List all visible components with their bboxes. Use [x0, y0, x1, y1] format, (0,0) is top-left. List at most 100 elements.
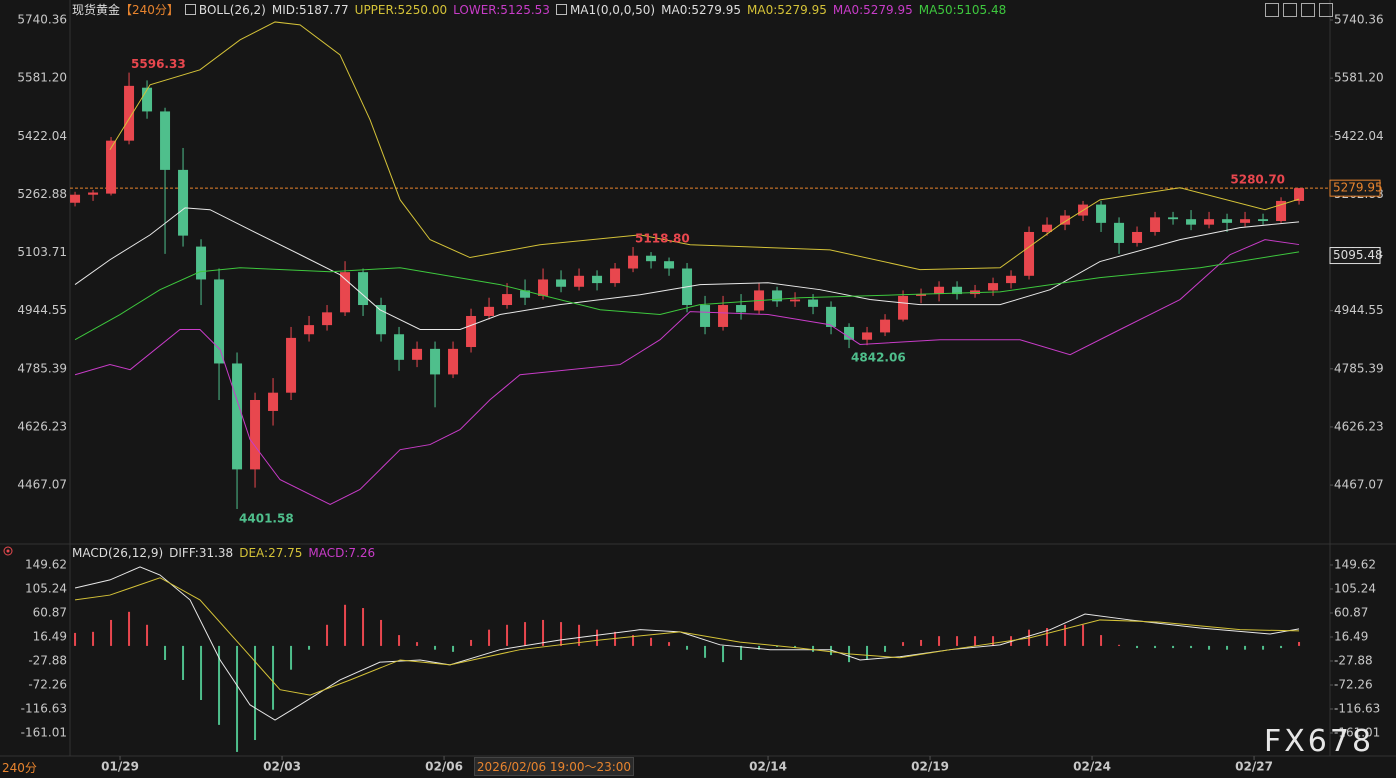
extreme-label: 5118.80 [635, 232, 690, 246]
candle-body [304, 325, 315, 335]
macd-line [74, 577, 1300, 696]
candle-body [520, 290, 531, 298]
watermark: FX678 [1264, 724, 1375, 759]
x-tick-label: 02/14 [749, 760, 787, 774]
macd-bar [1190, 645, 1193, 649]
y-tick-label: -72.26 [1334, 677, 1373, 691]
x-tick-label: 02/24 [1073, 760, 1111, 774]
candle-body [178, 169, 189, 236]
y-tick-label: 60.87 [1334, 605, 1368, 619]
candle-body [1006, 275, 1017, 284]
macd-bar [380, 619, 383, 646]
candle-body [718, 305, 729, 327]
candle-body [538, 279, 549, 296]
tool-button[interactable] [1265, 3, 1279, 17]
period-label: 【240分】 [120, 3, 179, 17]
y-tick-label: 16.49 [1334, 629, 1368, 643]
macd-bar [596, 629, 599, 646]
macd-bar [632, 635, 635, 646]
extreme-label: 5596.33 [131, 57, 186, 71]
candle-body [484, 306, 495, 316]
macd-bar [110, 619, 113, 646]
macd-bar [308, 645, 311, 650]
candle-body [142, 87, 153, 112]
candle-body [862, 332, 873, 340]
indicator-icon[interactable] [184, 4, 196, 15]
y-tick-label: 4626.23 [17, 419, 67, 433]
macd-label: MACD:7.26 [308, 546, 376, 560]
candle-body [610, 268, 621, 284]
macd-bar [362, 608, 365, 646]
macd-bar [1244, 645, 1247, 650]
y-tick-label: -116.63 [21, 701, 67, 715]
candle-body [160, 111, 171, 170]
candle-body [340, 272, 351, 313]
candle-body [448, 348, 459, 375]
macd-bar [1082, 624, 1085, 646]
y-tick-label: 149.62 [25, 557, 67, 571]
macd-bar [902, 642, 905, 646]
candle-body [430, 348, 441, 375]
y-tick-label: 4467.07 [17, 478, 67, 492]
symbol-title: 现货黄金 [72, 3, 121, 17]
macd-bar [1226, 645, 1229, 650]
candle-body [592, 275, 603, 284]
candle-body [376, 305, 387, 335]
candle-body [286, 337, 297, 393]
macd-bar [1208, 645, 1211, 650]
candle-body [268, 392, 279, 411]
macd-bar [1100, 635, 1103, 646]
macd-header: MACD(26,12,9) DIFF:31.38 DEA:27.75 MACD:7.2… [72, 545, 381, 561]
macd-bar [146, 624, 149, 646]
candle-body [394, 334, 405, 360]
candle-body [898, 295, 909, 320]
y-tick-label: 105.24 [1334, 581, 1376, 595]
candle-body [214, 279, 225, 364]
candle-body [1024, 231, 1035, 276]
x-tick-label: 02/03 [263, 760, 301, 774]
macd-bar [218, 645, 221, 725]
candle-body [736, 305, 747, 313]
candle-body [556, 279, 567, 287]
macd-bar [704, 645, 707, 658]
macd-bar [1280, 645, 1283, 649]
candle-body [664, 261, 675, 269]
tool-button[interactable] [1319, 3, 1333, 17]
period-badge[interactable]: 240分 [2, 761, 37, 775]
candle-body [790, 299, 801, 302]
macd-bar [722, 645, 725, 663]
indicator-label: MA1(0,0,0,50) [569, 3, 656, 17]
candle-body [124, 85, 135, 141]
macd-bar [488, 629, 491, 646]
y-tick-label: 4785.39 [17, 361, 67, 375]
candle-body [1150, 217, 1161, 232]
macd-bar [344, 604, 347, 646]
extreme-label: 5280.70 [1230, 172, 1285, 186]
toolbar [1265, 2, 1337, 21]
candle-body [646, 255, 657, 262]
macd-bar [434, 645, 437, 650]
indicator-label: UPPER:5250.00 [354, 3, 448, 17]
y-tick-label: 5581.20 [1334, 71, 1384, 85]
macd-line [74, 566, 1300, 721]
y-tick-label: 105.24 [25, 581, 67, 595]
y-tick-label: 5262.88 [17, 187, 67, 201]
candle-body [844, 326, 855, 340]
macd-bar [1064, 624, 1067, 646]
y-tick-label: 149.62 [1334, 557, 1376, 571]
indicator-label: MID:5187.77 [271, 3, 349, 17]
macd-bar [326, 624, 329, 646]
indicator-icon[interactable] [555, 4, 567, 15]
panel-icon [3, 546, 13, 556]
tool-button[interactable] [1301, 3, 1315, 17]
tool-button[interactable] [1283, 3, 1297, 17]
candle-body [952, 286, 963, 295]
macd-bar [74, 632, 77, 646]
y-tick-label: 4944.55 [17, 303, 67, 317]
macd-bar [776, 645, 779, 647]
candle-body [880, 319, 891, 333]
candle-body [1096, 204, 1107, 223]
candle-body [628, 255, 639, 269]
price-tag: 5279.95 [1333, 181, 1383, 195]
